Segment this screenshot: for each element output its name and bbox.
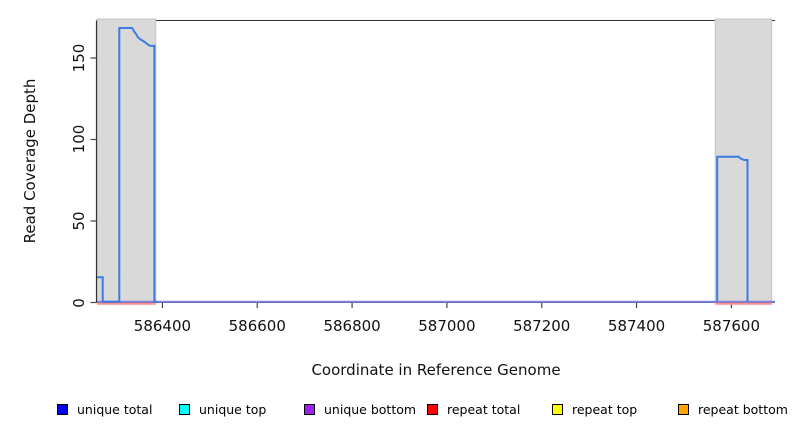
legend-label: repeat top — [572, 402, 638, 417]
legend-swatch-repeat-top — [552, 404, 563, 415]
legend-label: repeat bottom — [698, 402, 788, 417]
y-tick-label: 150 — [70, 43, 88, 73]
legend-swatch-unique-bottom — [304, 404, 315, 415]
x-tick-label: 587200 — [513, 317, 571, 335]
legend-swatch-unique-top — [179, 404, 190, 415]
legend-item-repeat-total: repeat total — [427, 402, 520, 417]
series-unique-total-left-peak — [97, 27, 157, 303]
series-unique-total-right-peak — [716, 155, 749, 302]
legend-swatch-unique-total — [57, 404, 68, 415]
legend-label: unique bottom — [324, 402, 417, 417]
legend-item-repeat-bottom: repeat bottom — [678, 402, 788, 417]
legend-item-unique-top: unique top — [179, 402, 266, 417]
x-tick-label: 587000 — [418, 317, 476, 335]
legend-item-unique-total: unique total — [57, 402, 152, 417]
legend-swatch-repeat-bottom — [678, 404, 689, 415]
x-tick-label: 586400 — [133, 317, 192, 335]
legend-item-repeat-top: repeat top — [552, 402, 637, 417]
legend-label: unique total — [77, 402, 153, 417]
legend-label: repeat total — [447, 402, 521, 417]
x-tick-label: 586600 — [228, 317, 286, 335]
y-tick-label: 100 — [70, 125, 88, 154]
x-tick-label: 587600 — [702, 317, 761, 335]
y-axis-title: Read Coverage Depth — [21, 78, 39, 244]
x-axis-title: Coordinate in Reference Genome — [311, 361, 561, 379]
y-tick-label: 50 — [70, 211, 88, 231]
y-tick-label: 0 — [70, 297, 88, 308]
legend-item-unique-bottom: unique bottom — [304, 402, 416, 417]
shaded-region-left — [96, 18, 157, 303]
legend-label: unique top — [199, 402, 267, 417]
legend-swatch-repeat-total — [427, 404, 438, 415]
x-tick-label: 587400 — [607, 317, 666, 335]
x-tick-label: 586800 — [323, 317, 381, 335]
